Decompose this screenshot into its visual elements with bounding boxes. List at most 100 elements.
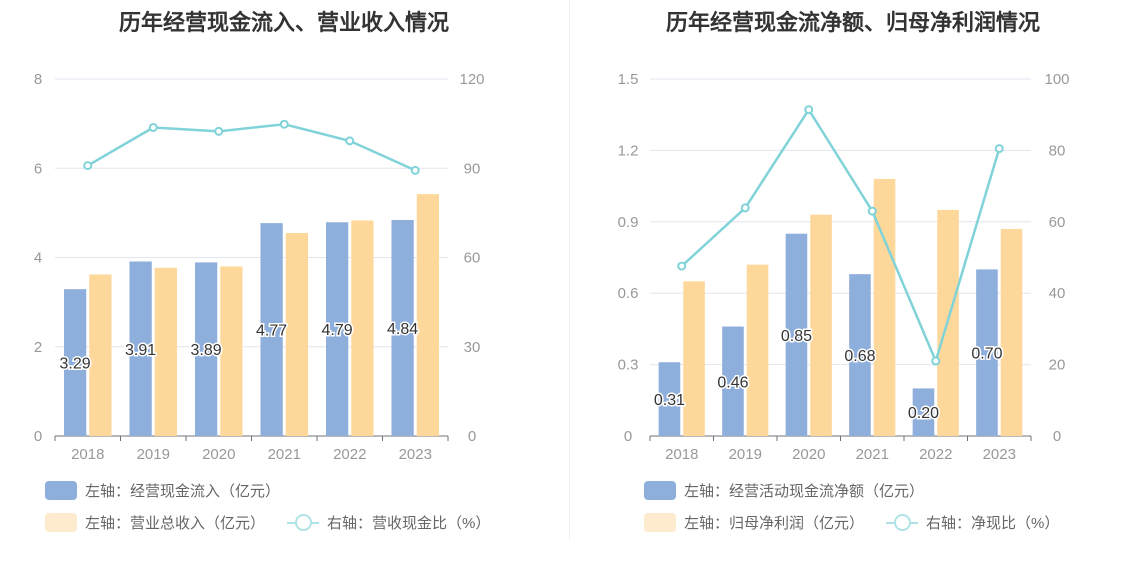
legend-line-icon — [886, 513, 919, 532]
right-bar-secondary — [1000, 228, 1023, 436]
legend-item-revenue[interactable]: 左轴：营业总收入（亿元） — [45, 512, 265, 533]
legend-swatch-orange — [45, 513, 77, 532]
legend-label: 左轴：归母净利润（亿元） — [684, 515, 865, 532]
left-right-tick-label: 60 — [464, 250, 481, 267]
legend-label: 左轴：经营现金流入（亿元） — [85, 483, 281, 500]
left-left-tick-label: 8 — [34, 71, 42, 88]
right-legend-row-2: 左轴：归母净利润（亿元） 右轴：净现比（%） — [644, 512, 1081, 533]
left-bar-secondary — [351, 220, 374, 436]
right-right-tick-label: 60 — [1049, 214, 1066, 231]
right-bar-value-label: 0.46 — [717, 374, 748, 391]
right-ratio-line — [680, 107, 1001, 365]
right-bar-secondary — [746, 264, 769, 436]
left-x-tick-label: 2018 — [71, 446, 104, 463]
legend-line-icon — [287, 513, 320, 532]
right-x-tick-label: 2019 — [729, 446, 762, 463]
left-bar-value-label: 3.91 — [125, 342, 156, 359]
legend-label: 右轴：净现比（%） — [926, 515, 1060, 532]
right-right-tick-label: 0 — [1053, 428, 1061, 445]
left-right-tick-label: 120 — [459, 71, 484, 88]
left-bar-value-label: 3.29 — [60, 356, 91, 373]
right-left-tick-label: 0.9 — [618, 214, 639, 231]
left-chart-panel: 历年经营现金流入、营业收入情况 0 2 4 6 8 0 30 60 90 120 3.29 2018 3… — [34, 10, 512, 533]
left-ratio-point — [214, 126, 224, 136]
left-bar-value-label: 4.79 — [322, 322, 353, 339]
panel-divider — [569, 0, 570, 540]
left-ratio-point — [410, 165, 420, 175]
right-right-tick-label: 20 — [1049, 357, 1066, 374]
right-chart-title: 历年经营现金流净额、归母净利润情况 — [665, 10, 1040, 35]
left-chart-svg: 0 2 4 6 8 0 30 60 90 120 3.29 2018 3.91 2019 3.89 2020 4… — [34, 71, 485, 463]
left-x-tick-label: 2022 — [333, 446, 366, 463]
left-bar-secondary — [154, 267, 178, 436]
right-left-tick-label: 0.3 — [618, 357, 639, 374]
right-bar-primary — [976, 269, 998, 436]
right-chart-svg: 0 0.3 0.6 0.9 1.2 1.5 0 20 40 60 80 100 0.31 2018 0.46… — [618, 71, 1070, 463]
legend-swatch-blue — [644, 481, 676, 500]
left-bar-value-label: 3.89 — [191, 342, 222, 359]
right-bar-value-label: 0.20 — [908, 405, 939, 422]
legend-label: 左轴：经营活动现金流净额（亿元） — [684, 483, 925, 500]
left-ratio-point — [148, 122, 158, 132]
right-left-tick-label: 1.5 — [618, 71, 639, 88]
right-x-tick-label: 2018 — [665, 446, 698, 463]
legend-label: 左轴：营业总收入（亿元） — [85, 515, 266, 532]
right-left-tick-label: 0.6 — [618, 285, 639, 302]
right-right-tick-label: 80 — [1049, 142, 1066, 159]
legend-item-cash-inflow[interactable]: 左轴：经营现金流入（亿元） — [45, 480, 280, 501]
right-right-tick-label: 100 — [1044, 71, 1069, 88]
right-legend-row-1: 左轴：经营活动现金流净额（亿元） — [644, 480, 946, 501]
left-right-tick-label: 90 — [464, 160, 481, 177]
right-bar-value-label: 0.68 — [844, 348, 875, 365]
left-left-tick-label: 0 — [34, 428, 42, 445]
right-left-tick-label: 0 — [624, 428, 632, 445]
right-ratio-point — [740, 203, 750, 213]
right-ratio-point — [994, 144, 1004, 154]
left-bar-secondary — [89, 274, 112, 436]
right-x-tick-label: 2020 — [792, 446, 825, 463]
right-x-tick-label: 2023 — [983, 446, 1016, 463]
left-bar-primary — [391, 220, 414, 436]
left-chart-title: 历年经营现金流入、营业收入情况 — [118, 10, 449, 35]
left-x-tick-label: 2019 — [137, 446, 170, 463]
left-ratio-point — [83, 161, 93, 171]
left-ratio-point — [345, 136, 355, 146]
right-bar-primary — [849, 274, 871, 436]
legend-swatch-orange — [644, 513, 676, 532]
left-bar-secondary — [285, 232, 309, 436]
legend-item-net-profit[interactable]: 左轴：归母净利润（亿元） — [644, 512, 864, 533]
left-left-tick-label: 6 — [34, 160, 42, 177]
right-bar-primary — [785, 233, 808, 436]
legend-item-ratio[interactable]: 右轴：营收现金比（%） — [287, 512, 490, 533]
left-x-tick-label: 2023 — [399, 446, 432, 463]
left-bar-secondary — [220, 266, 243, 436]
left-x-tick-label: 2021 — [268, 446, 301, 463]
left-legend-row-1: 左轴：经营现金流入（亿元） — [45, 480, 302, 501]
right-chart-panel: 历年经营现金流净额、归母净利润情况 0 0.3 0.6 0.9 1.2 1.5 0 20 40 6… — [572, 0, 1134, 582]
left-bar-primary — [63, 289, 87, 436]
right-bar-value-label: 0.85 — [781, 328, 812, 345]
left-bar-primary — [260, 223, 283, 436]
right-bar-secondary — [810, 214, 832, 436]
right-ratio-point — [677, 261, 687, 271]
left-ratio-point — [279, 119, 289, 129]
left-bar-secondary — [416, 194, 440, 436]
right-bar-primary — [722, 326, 744, 436]
left-legend-row-2: 左轴：营业总收入（亿元） 右轴：营收现金比（%） — [45, 512, 512, 533]
right-bar-secondary — [873, 178, 896, 436]
legend-item-net-cash[interactable]: 左轴：经营活动现金流净额（亿元） — [644, 480, 924, 501]
left-bar-value-label: 4.84 — [387, 321, 418, 338]
left-ratio-line — [87, 122, 416, 172]
legend-label: 右轴：营收现金比（%） — [327, 515, 491, 532]
left-left-tick-label: 2 — [34, 339, 42, 356]
left-bar-primary — [194, 262, 218, 436]
left-right-tick-label: 30 — [464, 339, 481, 356]
right-bar-primary — [912, 388, 935, 436]
right-bar-value-label: 0.70 — [971, 346, 1002, 363]
right-bar-primary — [658, 362, 681, 436]
right-x-tick-label: 2021 — [856, 446, 889, 463]
legend-item-net-cash-ratio[interactable]: 右轴：净现比（%） — [886, 512, 1059, 533]
right-x-tick-label: 2022 — [919, 446, 952, 463]
left-left-tick-label: 4 — [34, 250, 42, 267]
right-left-tick-label: 1.2 — [618, 142, 639, 159]
